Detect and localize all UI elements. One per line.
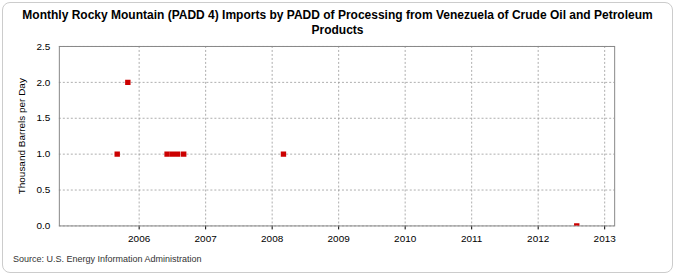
- html-text:Source: U.S. Energy Informatio: Source: U.S. Energy Information Administ…: [13, 254, 202, 264]
- svg-text:1.5: 1.5: [37, 112, 51, 123]
- svg-text:Thousand Barrels per Day: Thousand Barrels per Day: [16, 78, 27, 194]
- svg-text:2009: 2009: [328, 233, 351, 244]
- svg-text:0.5: 0.5: [37, 184, 51, 195]
- svg-text:2.0: 2.0: [37, 77, 51, 88]
- svg-text:2013: 2013: [594, 233, 617, 244]
- svg-text:2012: 2012: [527, 233, 550, 244]
- svg-text:2008: 2008: [261, 233, 284, 244]
- svg-text:2007: 2007: [195, 233, 218, 244]
- svg-text:0.0: 0.0: [37, 220, 51, 231]
- svg-text:1.0: 1.0: [37, 148, 51, 159]
- svg-text:2.5: 2.5: [37, 41, 51, 52]
- html-text:Monthly Rocky Mountain (PADD 4: Monthly Rocky Mountain (PADD 4) Imports …: [22, 8, 653, 37]
- svg-text:2010: 2010: [394, 233, 417, 244]
- svg-text:2011: 2011: [461, 233, 483, 244]
- svg-text:2006: 2006: [128, 233, 151, 244]
